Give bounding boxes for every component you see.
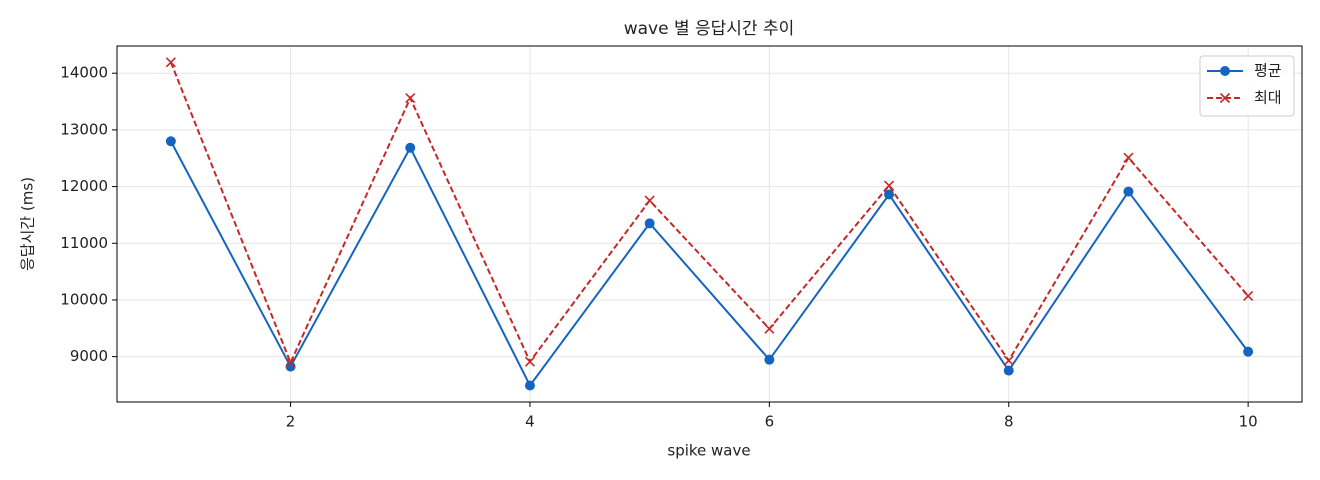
x-tick-label: 10 [1239,413,1258,431]
point-marker [764,323,775,334]
point-marker [1219,92,1231,104]
point-marker [644,218,655,229]
point-marker [883,180,895,191]
x-axis-label: spike wave [667,442,750,460]
plot [165,57,1254,391]
series-line [169,61,1249,366]
point-marker [1123,186,1134,197]
point-marker [405,93,416,104]
x-tick-label: 2 [286,413,296,431]
x-tick-label: 6 [765,413,775,431]
chart-title: wave 별 응답시간 추이 [624,19,795,39]
point-marker [165,136,176,147]
point-marker [1220,66,1230,76]
legend-label: 평균 [1254,62,1282,80]
point-marker [405,142,416,153]
point-marker [1243,346,1254,357]
point-marker [1003,365,1014,376]
y-tick-label: 12000 [60,177,108,195]
x-tick-label: 4 [525,413,535,431]
y-tick-label: 9000 [70,347,108,365]
point-marker [644,195,655,206]
y-tick-label: 13000 [60,120,108,138]
y-tick-label: 14000 [60,64,108,82]
point-marker [884,189,895,200]
point-marker [1123,152,1134,163]
y-axis-label: 응답시간 (ms) [19,177,37,271]
series-line [169,140,1249,388]
y-tick-label: 10000 [60,290,108,308]
point-marker [285,357,296,368]
legend-label: 최대 [1254,89,1282,107]
point-marker [1003,355,1014,366]
point-marker [524,380,535,391]
point-marker [1243,290,1254,302]
x-tick-label: 8 [1004,413,1014,431]
point-marker [524,356,536,367]
point-marker [165,57,176,68]
axes-frame [116,45,1303,403]
y-tick-label: 11000 [60,234,108,252]
point-marker [764,354,775,365]
